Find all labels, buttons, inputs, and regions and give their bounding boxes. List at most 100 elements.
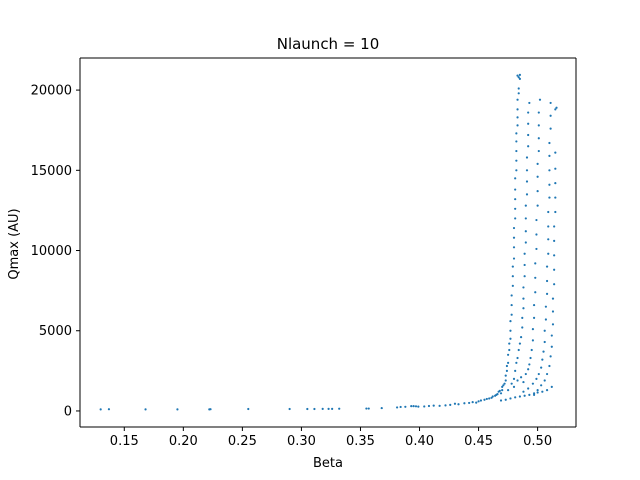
data-point bbox=[514, 217, 517, 220]
data-point bbox=[504, 374, 507, 377]
data-point bbox=[313, 407, 316, 411]
ticks-layer: 0.15 0.20 0.25 0.30 0.35 0.40 0.45 0.50 0 5000 100… bbox=[31, 84, 552, 449]
data-point bbox=[549, 127, 552, 130]
data-point bbox=[536, 190, 539, 193]
data-point bbox=[522, 307, 525, 310]
data-point bbox=[512, 236, 516, 239]
data-point bbox=[525, 180, 529, 183]
data-point bbox=[514, 369, 517, 372]
data-point bbox=[507, 361, 510, 364]
data-point bbox=[515, 132, 518, 135]
data-point bbox=[525, 193, 529, 196]
data-point bbox=[502, 384, 505, 387]
data-point bbox=[510, 303, 513, 307]
data-point bbox=[399, 405, 402, 409]
data-point bbox=[536, 175, 539, 178]
data-point bbox=[522, 390, 525, 393]
data-point bbox=[516, 124, 519, 127]
data-point bbox=[536, 204, 539, 207]
data-point bbox=[509, 337, 512, 340]
data-point bbox=[483, 398, 486, 401]
data-point bbox=[554, 196, 557, 199]
data-point bbox=[550, 345, 553, 348]
data-point bbox=[540, 366, 543, 369]
plot-background bbox=[80, 58, 576, 427]
data-point bbox=[545, 279, 549, 283]
data-point bbox=[527, 133, 530, 137]
data-point bbox=[404, 405, 407, 408]
data-point bbox=[535, 218, 538, 222]
data-point bbox=[535, 247, 538, 251]
y-tick-label: 5000 bbox=[39, 324, 72, 339]
data-point bbox=[553, 239, 556, 242]
data-point bbox=[537, 124, 540, 127]
data-point bbox=[516, 108, 519, 111]
data-point bbox=[545, 265, 549, 268]
data-point bbox=[555, 106, 558, 109]
data-point bbox=[453, 402, 457, 405]
data-point bbox=[537, 111, 540, 114]
data-point bbox=[550, 385, 553, 388]
data-point bbox=[491, 395, 494, 398]
x-tick-label: 0.30 bbox=[287, 434, 316, 449]
points-layer bbox=[99, 73, 558, 411]
data-point bbox=[519, 336, 523, 339]
data-point bbox=[176, 408, 179, 411]
data-point bbox=[522, 297, 525, 300]
data-point bbox=[512, 377, 516, 380]
data-point bbox=[551, 310, 555, 313]
data-point bbox=[523, 275, 526, 278]
data-point bbox=[544, 305, 547, 308]
data-point bbox=[508, 348, 511, 352]
data-point bbox=[536, 389, 539, 392]
data-point bbox=[521, 326, 524, 329]
data-point bbox=[499, 392, 503, 395]
data-point bbox=[412, 405, 415, 408]
data-point bbox=[288, 407, 291, 411]
data-point bbox=[417, 405, 420, 408]
data-point bbox=[414, 405, 418, 408]
data-point bbox=[524, 217, 527, 220]
data-point bbox=[532, 303, 536, 307]
data-point bbox=[547, 252, 550, 255]
data-point bbox=[545, 292, 549, 295]
data-point bbox=[543, 329, 546, 332]
data-point bbox=[331, 407, 334, 410]
data-point bbox=[438, 404, 441, 407]
data-point bbox=[553, 268, 556, 271]
data-point bbox=[524, 241, 527, 244]
data-point bbox=[519, 376, 523, 379]
data-point bbox=[514, 177, 517, 180]
data-point bbox=[512, 246, 516, 249]
data-point bbox=[517, 87, 520, 90]
data-point bbox=[512, 385, 516, 388]
data-point bbox=[523, 394, 526, 397]
data-point bbox=[549, 101, 552, 105]
chart-title: Nlaunch = 10 bbox=[277, 35, 380, 53]
data-point bbox=[508, 342, 511, 345]
data-point bbox=[554, 108, 557, 111]
data-point bbox=[518, 342, 522, 345]
y-axis-label: Qmax (AU) bbox=[7, 208, 22, 279]
data-point bbox=[327, 407, 330, 410]
data-point bbox=[547, 238, 550, 241]
data-point bbox=[532, 393, 536, 397]
data-point bbox=[449, 403, 452, 406]
plot-area bbox=[80, 58, 576, 427]
data-point bbox=[514, 396, 517, 399]
data-point bbox=[512, 226, 516, 230]
data-point bbox=[547, 225, 550, 228]
data-point bbox=[549, 114, 552, 117]
data-point bbox=[541, 358, 544, 361]
data-point bbox=[550, 334, 553, 337]
data-point bbox=[548, 141, 551, 145]
data-point bbox=[537, 372, 540, 376]
data-point bbox=[516, 379, 519, 382]
data-point bbox=[541, 390, 544, 393]
data-point bbox=[536, 391, 539, 394]
data-point bbox=[471, 401, 474, 404]
data-point bbox=[553, 283, 556, 286]
data-point bbox=[510, 294, 513, 297]
data-point bbox=[543, 379, 546, 382]
data-point bbox=[538, 98, 542, 101]
